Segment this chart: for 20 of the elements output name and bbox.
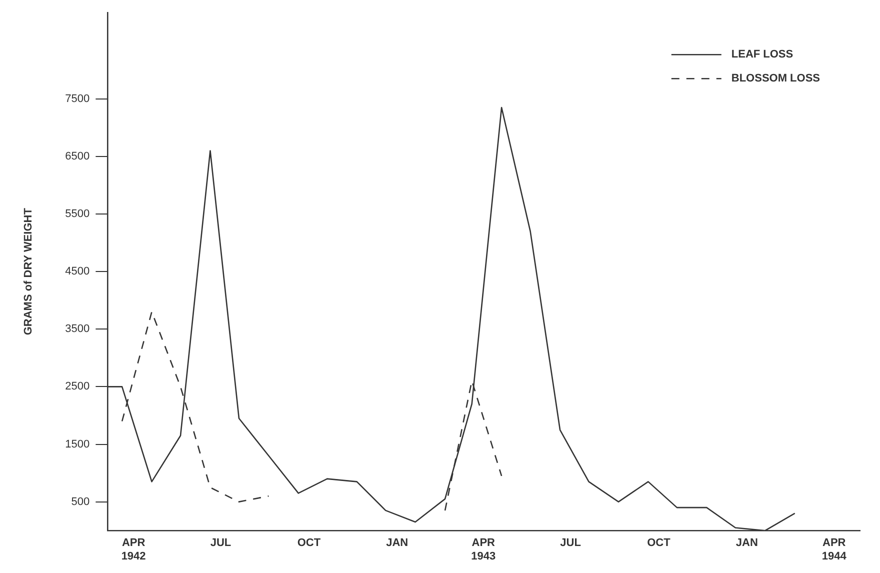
x-tick-label: APR 1942: [121, 537, 146, 562]
y-tick-label: 1500: [65, 438, 90, 450]
x-tick-label: OCT: [297, 537, 321, 550]
legend-label: BLOSSOM LOSS: [731, 72, 820, 85]
y-tick-label: 6500: [65, 150, 90, 163]
y-tick-label: 2500: [65, 380, 90, 393]
legend-label: LEAF LOSS: [731, 48, 794, 61]
x-tick-label: APR 1944: [822, 537, 848, 562]
x-tick-label: JUL: [210, 537, 232, 550]
x-tick-label: JAN: [386, 537, 408, 550]
y-tick-label: 3500: [65, 323, 90, 336]
y-axis-title: GRAMS of DRY WEIGHT: [22, 208, 35, 336]
y-tick-label: 4500: [65, 266, 90, 278]
y-tick-label: 500: [71, 496, 90, 508]
y-tick-label: 5500: [65, 208, 90, 220]
x-tick-label: JUL: [560, 537, 582, 550]
x-tick-label: JAN: [736, 537, 758, 550]
y-tick-label: 7500: [65, 92, 90, 105]
x-tick-label: OCT: [647, 537, 671, 550]
x-tick-label: APR 1943: [471, 537, 496, 562]
